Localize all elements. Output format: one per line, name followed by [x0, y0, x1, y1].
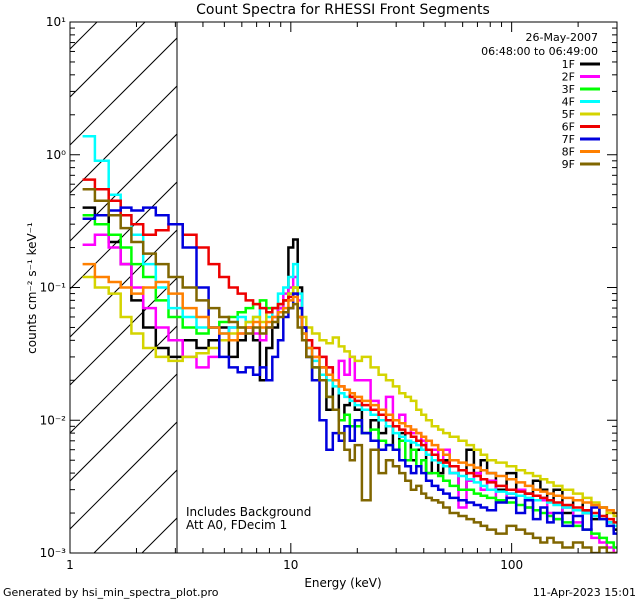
x-axis-label: Energy (keV): [304, 576, 381, 590]
legend-time-range: 06:48:00 to 06:49:00: [481, 45, 598, 58]
series-1f: [82, 206, 617, 531]
hatch-line: [70, 22, 146, 98]
hatch-line: [70, 421, 177, 530]
legend-label-7f: 7F: [562, 133, 575, 146]
series-layer: [82, 134, 617, 553]
hatch-line: [70, 373, 177, 482]
legend-label-4f: 4F: [562, 96, 575, 109]
y-tick-label: 10⁻¹: [40, 281, 67, 295]
legend-label-8f: 8F: [562, 146, 575, 159]
y-axis-label: counts cm⁻² s⁻¹ keV⁻¹: [25, 222, 39, 354]
axis-ticks: 1 10 100 10¹ 10⁰ 10⁻¹ 10⁻² 10⁻³: [40, 15, 618, 572]
footer-generated-by: Generated by hsi_min_spectra_plot.pro: [3, 586, 219, 599]
legend-label-1f: 1F: [562, 58, 575, 71]
series-7f: [82, 206, 617, 535]
annotation-background: Includes Background: [186, 505, 311, 519]
legend-label-2f: 2F: [562, 71, 575, 84]
y-tick-label: 10⁻³: [40, 546, 67, 560]
x-tick-label: 10: [283, 558, 298, 572]
legend-label-6f: 6F: [562, 121, 575, 134]
x-tick-label: 100: [500, 558, 523, 572]
series-9f: [82, 187, 617, 553]
x-tick-label: 1: [66, 558, 74, 572]
chart-title: Count Spectra for RHESSI Front Segments: [196, 2, 490, 18]
legend-label-5f: 5F: [562, 108, 575, 121]
series-6f: [82, 178, 617, 524]
y-tick-label: 10⁰: [46, 148, 66, 162]
series-8f: [82, 262, 617, 515]
legend-label-3f: 3F: [562, 83, 575, 96]
y-tick-label: 10⁻²: [40, 413, 67, 427]
hatch-line: [70, 37, 177, 146]
annotation-attenuator: Att A0, FDecim 1: [186, 518, 287, 532]
hatch-line: [70, 181, 177, 290]
legend-label-9f: 9F: [562, 158, 575, 171]
y-tick-label: 10¹: [46, 15, 66, 29]
footer-timestamp: 11-Apr-2023 15:01: [533, 586, 636, 599]
series-4f: [82, 134, 617, 528]
legend-date: 26-May-2007: [526, 31, 598, 44]
series-5f: [82, 275, 617, 518]
